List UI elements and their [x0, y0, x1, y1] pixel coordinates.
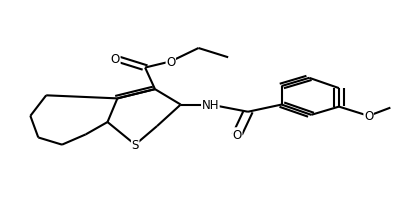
- Text: S: S: [131, 138, 139, 151]
- Text: NH: NH: [202, 99, 219, 111]
- Text: O: O: [111, 53, 120, 66]
- Text: O: O: [233, 128, 242, 141]
- Text: O: O: [166, 56, 175, 69]
- Text: O: O: [364, 110, 373, 123]
